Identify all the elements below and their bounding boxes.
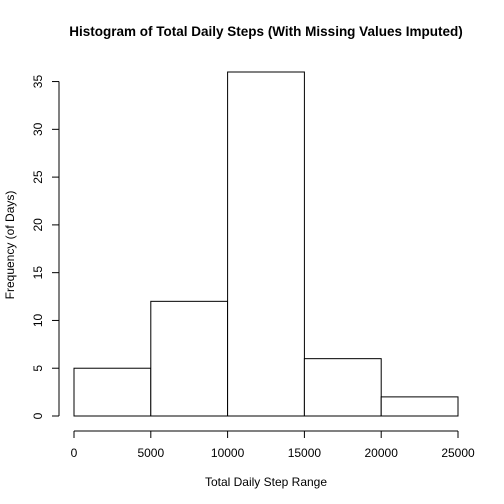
bar-2 (227, 71, 305, 417)
y-tick-label-2: 10 (31, 313, 45, 327)
x-tick-label-0: 0 (71, 446, 78, 460)
y-tick-label-0: 0 (31, 412, 45, 419)
x-tick-label-5: 25000 (441, 446, 475, 460)
bar-0 (73, 367, 152, 417)
y-axis-label: Frequency (of Days) (3, 191, 17, 300)
y-tick-label-6: 30 (31, 122, 45, 136)
bars-group (73, 71, 459, 417)
x-tick-label-2: 10000 (211, 446, 245, 460)
y-tick-label-4: 20 (31, 218, 45, 232)
x-tick-label-3: 15000 (288, 446, 322, 460)
y-tick-label-3: 15 (31, 266, 45, 280)
y-tick-label-1: 5 (31, 365, 45, 372)
y-axis: 0 5 10 15 20 25 30 35 (31, 75, 60, 419)
x-axis: 0 5000 10000 15000 20000 25000 (71, 430, 475, 460)
x-tick-label-1: 5000 (137, 446, 164, 460)
y-tick-label-5: 25 (31, 170, 45, 184)
x-axis-label: Total Daily Step Range (205, 475, 327, 489)
bar-1 (150, 300, 229, 417)
y-tick-label-7: 35 (31, 75, 45, 89)
bar-3 (303, 358, 382, 417)
chart-title: Histogram of Total Daily Steps (With Mis… (69, 24, 462, 39)
x-tick-label-4: 20000 (365, 446, 399, 460)
bar-4 (380, 396, 459, 417)
